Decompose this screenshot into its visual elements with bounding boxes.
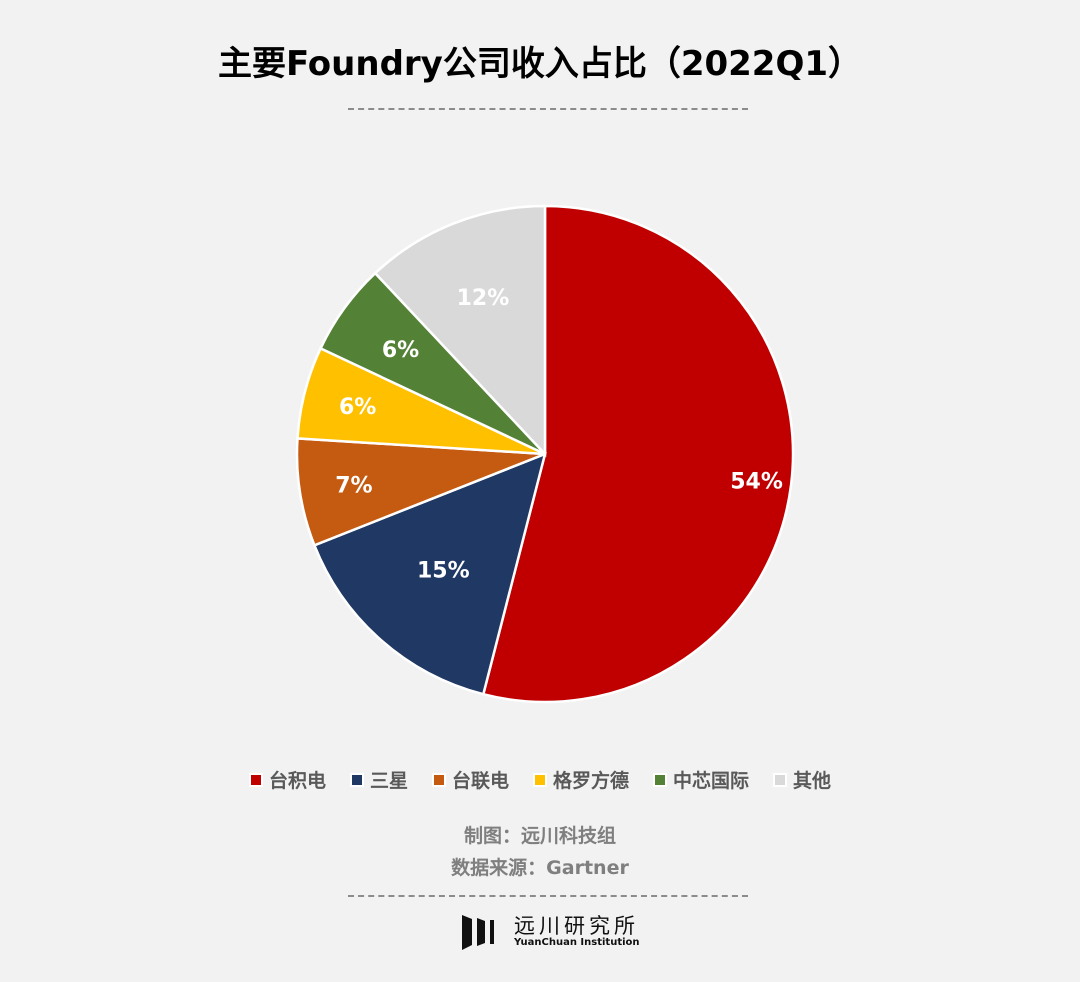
logo-name-cn: 远川研究所 [514, 914, 639, 938]
legend-swatch [533, 772, 547, 787]
logo-mark-icon [462, 915, 494, 950]
legend-item-others: 其他 [773, 766, 831, 793]
legend-item-tsmc: 台积电 [248, 766, 326, 793]
legend-label: 台联电 [451, 770, 509, 792]
pie-slice-5 [373, 204, 547, 458]
legend-swatch [431, 772, 446, 787]
credits: 制图：远川科技组 数据来源：Gartner [0, 820, 1080, 884]
legend-label: 中芯国际 [673, 770, 750, 792]
chart-title: 主要Foundry公司收入占比（2022Q1） [217, 44, 863, 84]
pie-slice-2 [295, 437, 546, 547]
logo: 远川研究所 YuanChuan Institution [460, 912, 640, 952]
legend-item-globalfoundries: 格罗方德 [533, 766, 629, 793]
divider-top [348, 108, 748, 110]
chart-maker: 制图：远川科技组 [463, 825, 616, 847]
legend-item-umc: 台联电 [431, 766, 509, 793]
legend-swatch [653, 772, 668, 787]
legend-swatch [773, 772, 788, 787]
legend-item-smic: 中芯国际 [653, 766, 749, 793]
slice-label-0: 54% [730, 470, 783, 495]
legend-swatch [349, 772, 364, 787]
divider-bottom [348, 895, 748, 897]
slice-label-4: 6% [382, 338, 419, 363]
slice-label-2: 7% [335, 473, 372, 498]
logo-name-en: YuanChuan Institution [514, 937, 640, 948]
pie-slice-1 [312, 451, 547, 696]
legend-swatch [248, 772, 263, 787]
legend-label: 台积电 [268, 770, 326, 792]
data-source: 数据来源：Gartner [451, 857, 629, 879]
legend-item-samsung: 三星 [349, 766, 408, 793]
legend: 台积电 三星 台联电 格罗方德 中芯国际 其他 [0, 766, 1080, 793]
pie-slice-0 [481, 204, 795, 704]
slice-label-1: 15% [417, 558, 470, 583]
legend-label: 格罗方德 [553, 770, 630, 792]
legend-label: 三星 [369, 770, 408, 792]
legend-label: 其他 [793, 770, 832, 792]
slice-label-5: 12% [457, 286, 510, 311]
slice-label-3: 6% [339, 395, 376, 420]
